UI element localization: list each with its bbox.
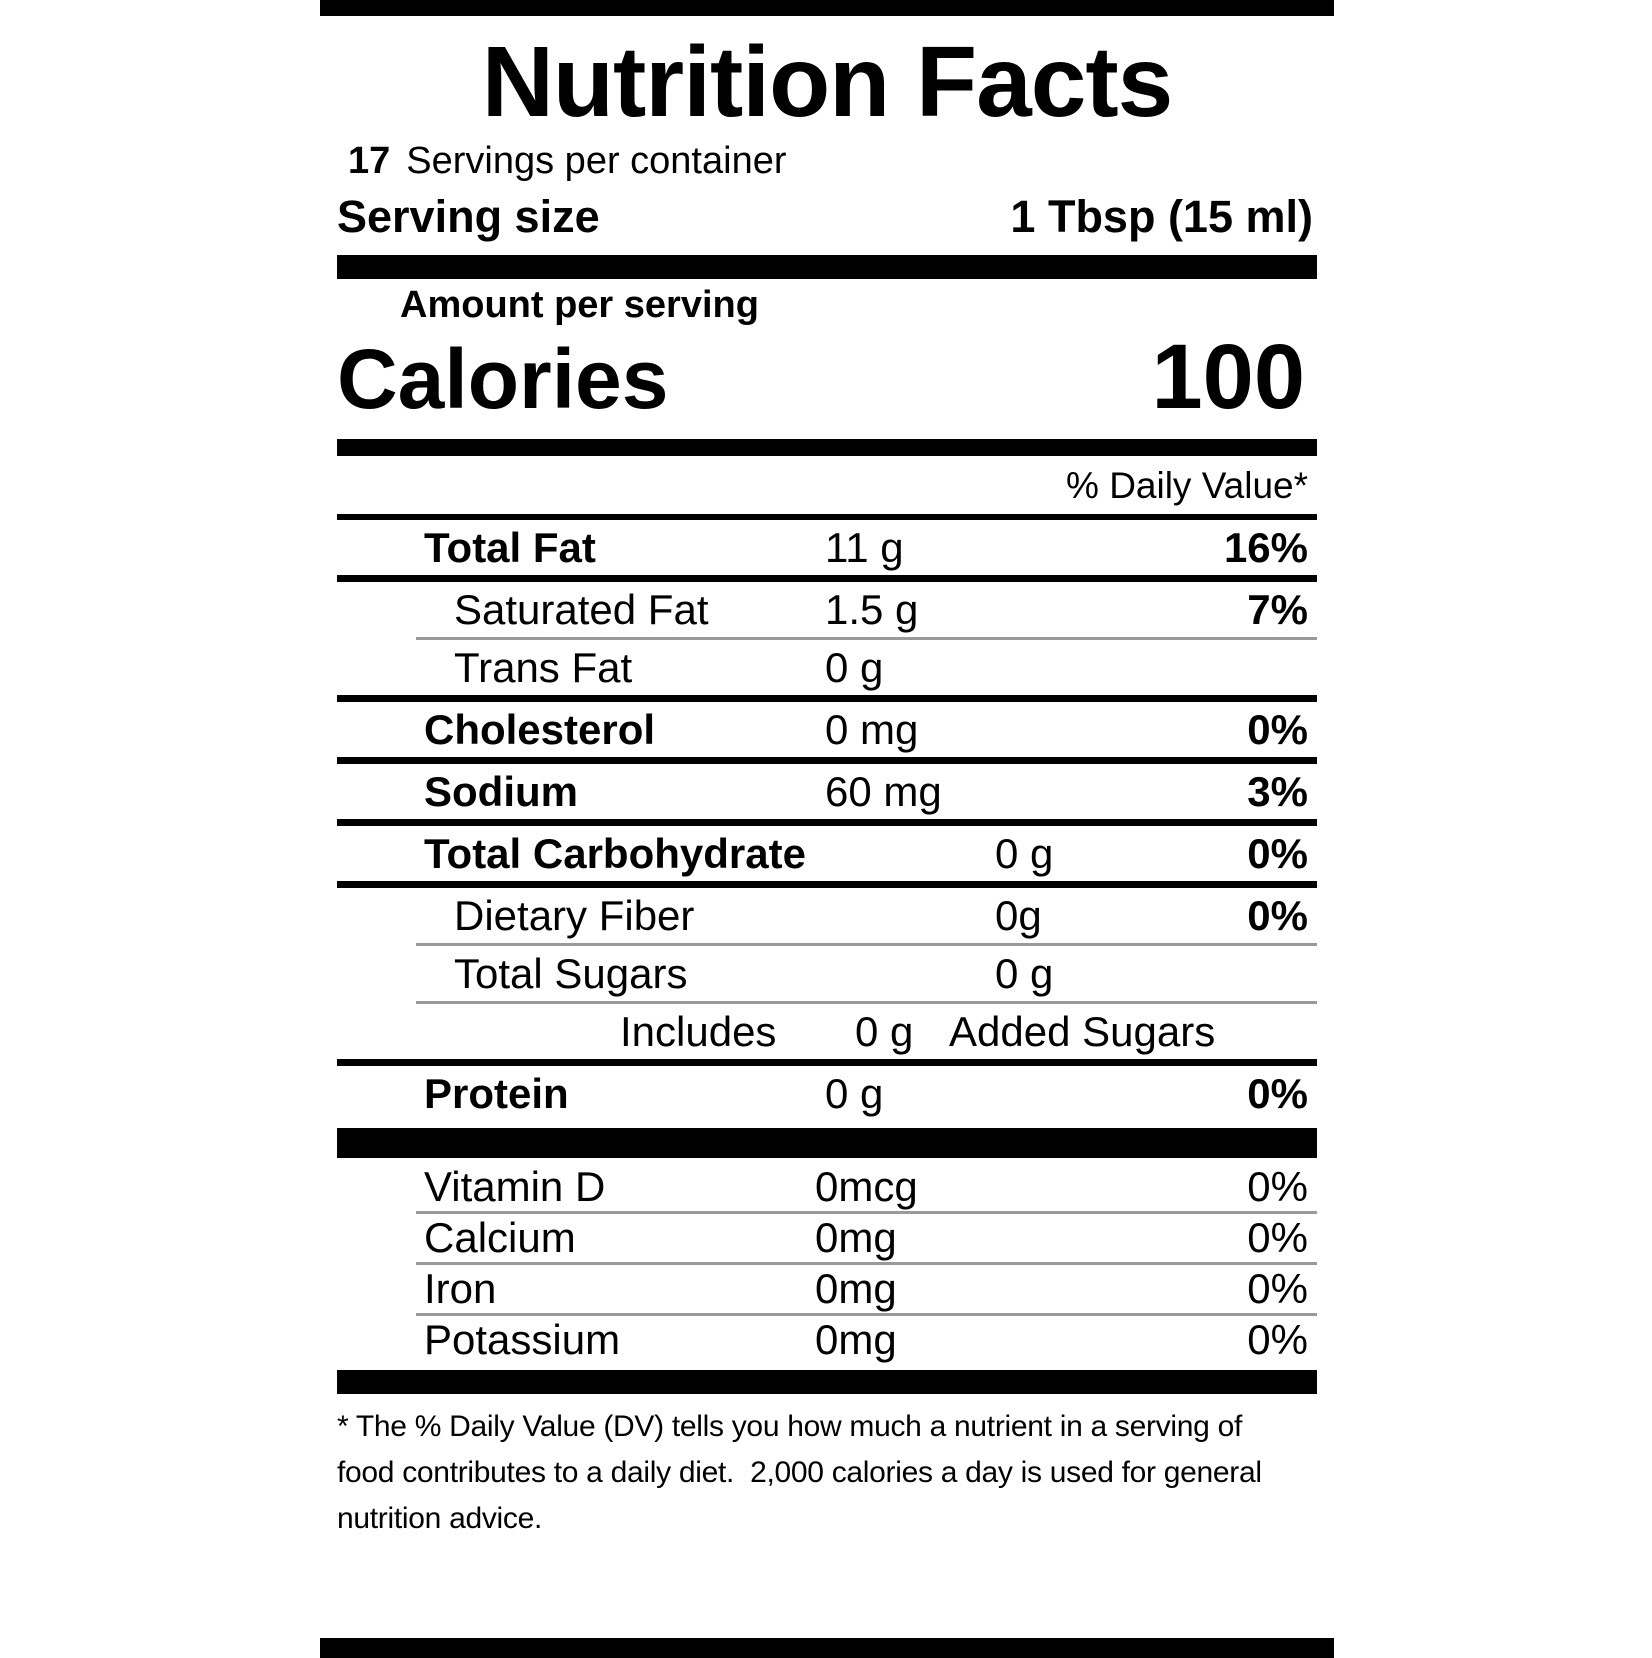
top-border-bar: [320, 0, 1334, 16]
servings-count: 17: [348, 140, 391, 182]
calories-label: Calories: [337, 332, 669, 426]
nutrient-dv: 0%: [1247, 1070, 1308, 1117]
separator-rule: [416, 943, 1317, 946]
serving-size-label: Serving size: [337, 191, 600, 242]
table-row: Total Carbohydrate 0 g 0%: [337, 826, 1317, 881]
table-row: Calcium 0mg 0%: [337, 1214, 1317, 1262]
footnote-line: * The % Daily Value (DV) tells you how m…: [337, 1410, 1242, 1443]
separator-rule: [337, 1128, 1317, 1158]
nutrient-dv: 0%: [1247, 830, 1308, 877]
separator-rule: [337, 819, 1317, 826]
nutrient-dv: 0%: [1247, 706, 1308, 753]
nutrient-name: Total Fat: [424, 524, 596, 571]
table-row: Cholesterol 0 mg 0%: [337, 702, 1317, 757]
nutrient-amount: 0mg: [815, 1265, 897, 1312]
nutrient-name: Calcium: [424, 1214, 576, 1261]
serving-size-row: Serving size 1 Tbsp (15 ml): [337, 189, 1317, 245]
section-bar: [337, 255, 1317, 279]
label-panel: Nutrition Facts 17 Servings per container…: [320, 0, 1334, 1658]
table-row: Potassium 0mg 0%: [337, 1316, 1317, 1364]
nutrient-name: Potassium: [424, 1316, 621, 1363]
nutrient-amount: 0 g: [825, 1070, 884, 1117]
nutrient-name: Sodium: [424, 768, 578, 815]
nutrient-name: Protein: [424, 1070, 569, 1117]
nutrient-amount: 0 g: [995, 950, 1054, 997]
section-bar: [337, 439, 1317, 456]
serving-size-value: 1 Tbsp (15 ml): [1010, 191, 1313, 242]
nutrient-dv: 0%: [1247, 1265, 1308, 1312]
nutrient-dv: 0%: [1247, 1163, 1308, 1210]
label-title: Nutrition Facts: [481, 26, 1174, 138]
separator-rule: [416, 1262, 1317, 1265]
nutrient-amount: 0mg: [815, 1214, 897, 1261]
nutrient-name: Total Carbohydrate: [424, 830, 806, 877]
table-row: Total Sugars 0 g: [337, 946, 1317, 1001]
table-row: Sodium 60 mg 3%: [337, 764, 1317, 819]
table-row: Protein 0 g 0%: [337, 1066, 1317, 1121]
nutrient-name: Saturated Fat: [454, 586, 709, 633]
table-row: Iron 0mg 0%: [337, 1265, 1317, 1313]
includes-suffix: Added Sugars: [949, 1008, 1216, 1055]
amount-per-serving-label: Amount per serving: [400, 284, 759, 326]
separator-rule: [337, 695, 1317, 702]
nutrient-amount: 0 g: [995, 830, 1054, 877]
servings-per-container: 17 Servings per container: [337, 137, 1317, 185]
nutrient-dv: 7%: [1247, 586, 1308, 633]
nutrient-amount: 0mcg: [815, 1163, 918, 1210]
table-row: Total Fat 11 g 16%: [337, 520, 1317, 575]
separator-rule: [416, 1211, 1317, 1214]
footnote-line: food contributes to a daily diet. 2,000 …: [337, 1456, 1262, 1489]
daily-value-header: % Daily Value*: [1066, 465, 1308, 506]
includes-row: Includes 0 g Added Sugars: [337, 1004, 1317, 1059]
separator-rule: [337, 514, 1317, 520]
nutrient-dv: 0%: [1247, 1316, 1308, 1363]
nutrient-name: Cholesterol: [424, 706, 656, 753]
nutrient-name: Total Sugars: [454, 950, 688, 997]
includes-amount: 0 g: [855, 1008, 914, 1055]
calories-row: Calories 100: [337, 327, 1317, 429]
table-row: Dietary Fiber 0g 0%: [337, 888, 1317, 943]
nutrient-dv: 0%: [1247, 892, 1308, 939]
nutrient-amount: 0 g: [825, 644, 884, 691]
table-row: Trans Fat 0 g: [337, 640, 1317, 695]
nutrient-name: Dietary Fiber: [454, 892, 695, 939]
nutrient-dv: 16%: [1223, 524, 1308, 571]
nutrient-amount: 11 g: [825, 524, 904, 571]
separator-rule: [416, 637, 1317, 640]
nutrient-name: Trans Fat: [454, 644, 633, 691]
footnote-line: nutrition advice.: [337, 1502, 543, 1535]
nutrient-dv: 3%: [1247, 768, 1308, 815]
table-row: Vitamin D 0mcg 0%: [337, 1163, 1317, 1211]
servings-text: Servings per container: [406, 140, 787, 182]
table-row: Saturated Fat 1.5 g 7%: [337, 582, 1317, 637]
separator-rule: [337, 1059, 1317, 1066]
nutrient-amount: 1.5 g: [825, 586, 919, 633]
nutrient-amount: 0mg: [815, 1316, 897, 1363]
footnote: * The % Daily Value (DV) tells you how m…: [337, 1404, 1317, 1542]
nutrient-amount: 0 mg: [825, 706, 919, 753]
nutrient-table: Total Fat 11 g 16% Saturated Fat 1.5 g 7% Tran…: [337, 520, 1317, 1394]
separator-rule: [416, 1313, 1317, 1316]
nutrient-name: Vitamin D: [424, 1163, 606, 1210]
separator-rule: [416, 1001, 1317, 1004]
nutrient-dv: 0%: [1247, 1214, 1308, 1261]
separator-rule: [337, 1370, 1317, 1394]
nutrient-amount: 60 mg: [825, 768, 942, 815]
separator-rule: [337, 881, 1317, 888]
nutrient-name: Iron: [424, 1265, 497, 1312]
calories-value: 100: [1151, 326, 1306, 428]
separator-rule: [337, 575, 1317, 582]
includes-prefix: Includes: [620, 1008, 777, 1055]
bottom-border-bar: [320, 1638, 1334, 1658]
nutrient-amount: 0g: [995, 892, 1042, 939]
separator-rule: [337, 757, 1317, 764]
